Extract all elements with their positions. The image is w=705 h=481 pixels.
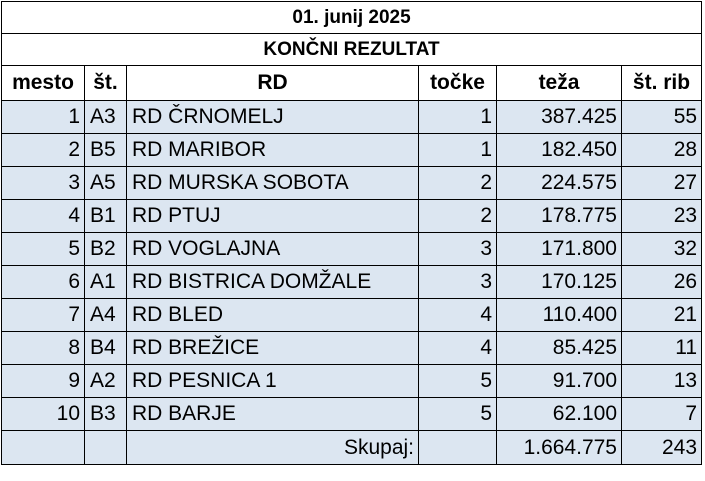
- cell-st: A2: [84, 364, 127, 398]
- cell-rd: RD ČRNOMELJ: [126, 100, 419, 134]
- cell-st: B2: [84, 232, 127, 266]
- cell-rd: RD VOGLAJNA: [126, 232, 419, 266]
- cell-tocke: 2: [418, 166, 497, 200]
- cell-tocke: 5: [418, 364, 497, 398]
- cell-rd: RD MARIBOR: [126, 133, 419, 167]
- cell-rd: RD PTUJ: [126, 199, 419, 233]
- cell-mesto: 8: [1, 331, 85, 365]
- cell-st: B5: [84, 133, 127, 167]
- cell-st-rib: 27: [620, 166, 703, 200]
- column-header-tocke: točke: [418, 65, 497, 101]
- cell-teza: 170.125: [496, 265, 622, 299]
- cell-mesto: 2: [1, 133, 85, 167]
- cell-teza: 85.425: [496, 331, 622, 365]
- cell-tocke: 3: [418, 265, 497, 299]
- cell-teza: 387.425: [496, 100, 622, 134]
- cell-mesto: 6: [1, 265, 85, 299]
- cell-tocke: 3: [418, 232, 497, 266]
- header-row: mesto št. RD točke teža št. rib: [1, 65, 703, 101]
- cell-rd: RD BREŽICE: [126, 331, 419, 365]
- table-row: 8 B4 RD BREŽICE 4 85.425 11: [1, 331, 703, 365]
- table-row: 10 B3 RD BARJE 5 62.100 7: [1, 397, 703, 431]
- result-title: KONČNI REZULTAT: [0, 33, 703, 66]
- total-label: Skupaj:: [126, 430, 419, 465]
- cell-st-rib: 21: [620, 298, 703, 332]
- cell-teza: 62.100: [496, 397, 622, 431]
- cell-teza: 171.800: [496, 232, 622, 266]
- cell-tocke: 1: [418, 100, 497, 134]
- table-row: 9 A2 RD PESNICA 1 5 91.700 13: [1, 364, 703, 398]
- table-row: 5 B2 RD VOGLAJNA 3 171.800 32: [1, 232, 703, 266]
- table-row: 7 A4 RD BLED 4 110.400 21: [1, 298, 703, 332]
- total-teza: 1.664.775: [496, 430, 622, 465]
- cell-st-rib: 55: [620, 100, 703, 134]
- cell-mesto: 3: [1, 166, 85, 200]
- column-header-rd: RD: [126, 65, 419, 101]
- cell-st: B3: [84, 397, 127, 431]
- cell-mesto: 1: [1, 100, 85, 134]
- cell-mesto: 10: [1, 397, 85, 431]
- cell-teza: 91.700: [496, 364, 622, 398]
- cell-st-rib: 32: [620, 232, 703, 266]
- cell-empty: [1, 430, 85, 465]
- cell-st-rib: 7: [620, 397, 703, 431]
- cell-st: A1: [84, 265, 127, 299]
- cell-st-rib: 13: [620, 364, 703, 398]
- cell-st: A4: [84, 298, 127, 332]
- cell-mesto: 4: [1, 199, 85, 233]
- cell-st-rib: 11: [620, 331, 703, 365]
- column-header-mesto: mesto: [1, 65, 85, 101]
- cell-mesto: 7: [1, 298, 85, 332]
- cell-mesto: 9: [1, 364, 85, 398]
- cell-teza: 182.450: [496, 133, 622, 167]
- cell-rd: RD BISTRICA DOMŽALE: [126, 265, 419, 299]
- cell-empty: [84, 430, 127, 465]
- cell-rd: RD PESNICA 1: [126, 364, 419, 398]
- column-header-st: št.: [84, 65, 127, 101]
- cell-rd: RD MURSKA SOBOTA: [126, 166, 419, 200]
- cell-tocke: 4: [418, 298, 497, 332]
- results-table: 01. junij 2025 KONČNI REZULTAT mesto št.…: [0, 1, 703, 465]
- cell-mesto: 5: [1, 232, 85, 266]
- cell-tocke: 5: [418, 397, 497, 431]
- cell-tocke: 2: [418, 199, 497, 233]
- cell-teza: 178.775: [496, 199, 622, 233]
- table-row: 3 A5 RD MURSKA SOBOTA 2 224.575 27: [1, 166, 703, 200]
- table-row: 6 A1 RD BISTRICA DOMŽALE 3 170.125 26: [1, 265, 703, 299]
- cell-rd: RD BARJE: [126, 397, 419, 431]
- table-row: 1 A3 RD ČRNOMELJ 1 387.425 55: [1, 100, 703, 134]
- table-row: 4 B1 RD PTUJ 2 178.775 23: [1, 199, 703, 233]
- date-title: 01. junij 2025: [0, 1, 703, 34]
- cell-teza: 224.575: [496, 166, 622, 200]
- cell-st: B4: [84, 331, 127, 365]
- cell-st-rib: 26: [620, 265, 703, 299]
- column-header-st-rib: št. rib: [620, 65, 703, 101]
- cell-tocke: 1: [418, 133, 497, 167]
- cell-st: A5: [84, 166, 127, 200]
- cell-empty: [418, 430, 497, 465]
- cell-rd: RD BLED: [126, 298, 419, 332]
- cell-tocke: 4: [418, 331, 497, 365]
- total-st-rib: 243: [620, 430, 703, 465]
- cell-st: B1: [84, 199, 127, 233]
- cell-st-rib: 23: [620, 199, 703, 233]
- cell-st-rib: 28: [620, 133, 703, 167]
- cell-st: A3: [84, 100, 127, 134]
- total-row: Skupaj: 1.664.775 243: [1, 430, 703, 465]
- cell-teza: 110.400: [496, 298, 622, 332]
- column-header-teza: teža: [496, 65, 622, 101]
- table-row: 2 B5 RD MARIBOR 1 182.450 28: [1, 133, 703, 167]
